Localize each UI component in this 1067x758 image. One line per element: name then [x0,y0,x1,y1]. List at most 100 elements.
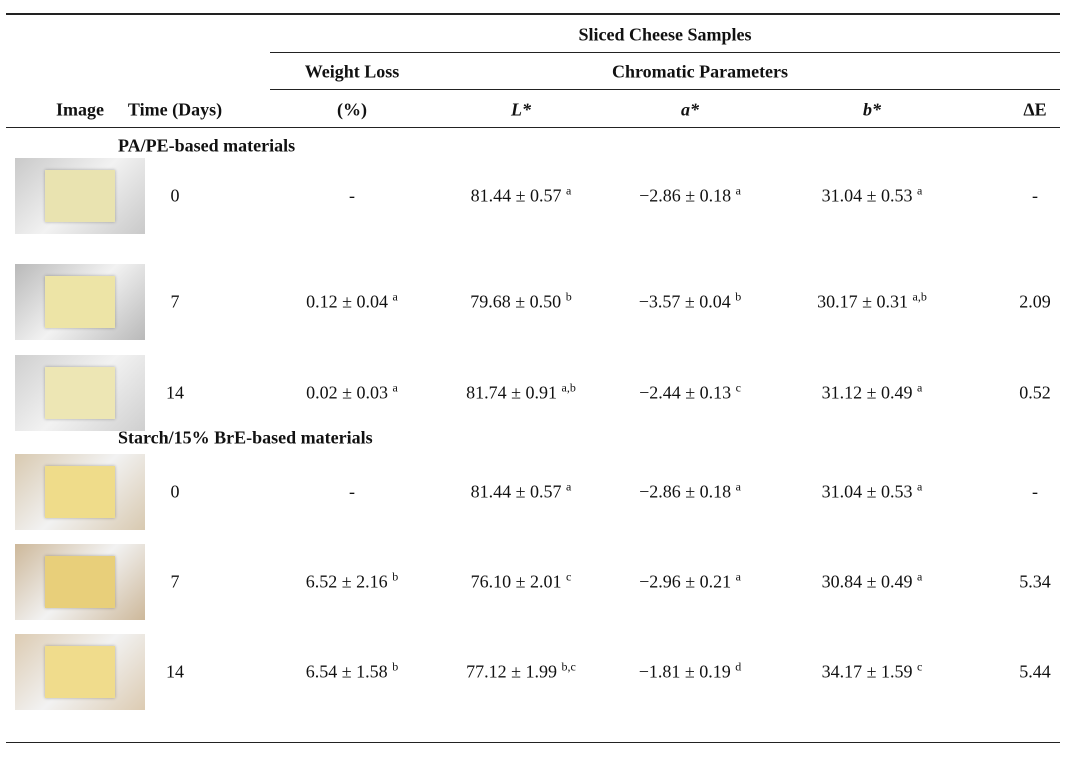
column-header: L* [511,100,531,121]
cell-value: −2.86 ± 0.18 [639,482,731,502]
cell: 5.34 [1019,572,1051,593]
significance-letter: a [736,480,741,494]
top-rule [6,13,1060,15]
cell-value: 0.12 ± 0.04 [306,292,388,312]
cell-value: 81.74 ± 0.91 [466,383,557,403]
significance-letter: a [393,381,398,395]
significance-letter: a [917,570,922,584]
significance-letter: a [736,184,741,198]
cell: 7 [171,572,180,593]
cell-value: −2.96 ± 0.21 [639,572,731,592]
column-header: Time (Days) [128,100,222,121]
cell-value: 31.12 ± 0.49 [822,383,913,403]
significance-letter: d [735,660,741,674]
table-page: Sliced Cheese Samples Weight Loss Chroma… [0,0,1067,758]
cell: 30.17 ± 0.31 a,b [817,292,927,313]
cell: 81.44 ± 0.57 a [471,482,572,503]
cell-value: 0.02 ± 0.03 [306,383,388,403]
significance-letter: a [917,381,922,395]
significance-letter: a,b [562,381,576,395]
rule [270,89,1060,90]
cheese-slice [45,466,115,518]
cell-value: 81.44 ± 0.57 [471,482,562,502]
cell-value: 6.54 ± 1.58 [306,662,388,682]
cell: −2.96 ± 0.21 a [639,572,741,593]
significance-letter: a [917,480,922,494]
cell: 31.12 ± 0.49 a [822,383,923,404]
cheese-slice [45,170,115,222]
significance-letter: b [392,660,398,674]
cell: 6.54 ± 1.58 b [306,662,398,683]
significance-letter: c [917,660,922,674]
group-label: PA/PE-based materials [118,136,295,157]
significance-letter: b,c [562,660,576,674]
cell: 0 [171,186,180,207]
cell-value: −2.44 ± 0.13 [639,383,731,403]
column-header: (%) [337,100,367,121]
significance-letter: a [736,570,741,584]
cheese-slice [45,556,115,608]
sample-photo [15,158,145,234]
cheese-slice [45,276,115,328]
cell: 0.12 ± 0.04 a [306,292,398,313]
column-header: a* [681,100,699,121]
cell: 30.84 ± 0.49 a [822,572,923,593]
subheader: Chromatic Parameters [612,62,788,83]
significance-letter: c [736,381,741,395]
cheese-slice [45,367,115,419]
cell: 81.44 ± 0.57 a [471,186,572,207]
cell: 31.04 ± 0.53 a [822,186,923,207]
cell: 31.04 ± 0.53 a [822,482,923,503]
cell: 0.52 [1019,383,1051,404]
bottom-rule [6,742,1060,743]
group-label: Starch/15% BrE-based materials [118,428,373,449]
cell: −3.57 ± 0.04 b [639,292,742,313]
significance-letter: a [566,480,571,494]
significance-letter: b [735,290,741,304]
rule [6,127,1060,128]
cell-value: 76.10 ± 2.01 [471,572,562,592]
cell: 14 [166,662,184,683]
cell: 2.09 [1019,292,1051,313]
cell: - [1032,482,1038,503]
cell-value: 31.04 ± 0.53 [822,186,913,206]
cell-value: 34.17 ± 1.59 [822,662,913,682]
subheader: Weight Loss [305,62,400,83]
sample-photo [15,634,145,710]
cell-value: 30.84 ± 0.49 [822,572,913,592]
cell-value: 31.04 ± 0.53 [822,482,913,502]
cheese-slice [45,646,115,698]
cell: 81.74 ± 0.91 a,b [466,383,576,404]
cell: 7 [171,292,180,313]
cell: −1.81 ± 0.19 d [639,662,742,683]
sample-photo [15,264,145,340]
cell: −2.86 ± 0.18 a [639,482,741,503]
cell: 34.17 ± 1.59 c [822,662,923,683]
cell-value: −3.57 ± 0.04 [639,292,731,312]
cell: 0 [171,482,180,503]
cell: 14 [166,383,184,404]
significance-letter: a [566,184,571,198]
significance-letter: b [566,290,572,304]
cell: −2.44 ± 0.13 c [639,383,741,404]
cell-value: 30.17 ± 0.31 [817,292,908,312]
rule [270,52,1060,53]
cell: - [349,482,355,503]
cell-value: 81.44 ± 0.57 [471,186,562,206]
cell: 6.52 ± 2.16 b [306,572,398,593]
cell: - [349,186,355,207]
cell-value: 79.68 ± 0.50 [470,292,561,312]
cell: 79.68 ± 0.50 b [470,292,571,313]
sample-photo [15,355,145,431]
column-header: Image [56,100,104,121]
cell-value: −1.81 ± 0.19 [639,662,731,682]
significance-letter: a [393,290,398,304]
cell: −2.86 ± 0.18 a [639,186,741,207]
cell: - [1032,186,1038,207]
column-header: b* [863,100,881,121]
column-header: ΔE [1023,100,1046,121]
cell: 77.12 ± 1.99 b,c [466,662,576,683]
significance-letter: a,b [913,290,927,304]
significance-letter: b [392,570,398,584]
cell: 5.44 [1019,662,1051,683]
